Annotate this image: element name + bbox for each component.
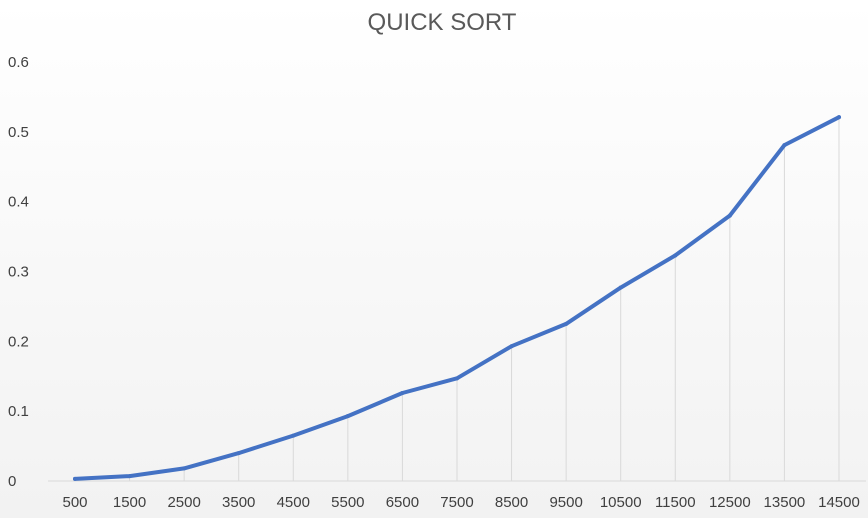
- x-tick-label: 9500: [549, 494, 582, 511]
- x-tick-label: 500: [62, 494, 87, 511]
- x-tick-label: 8500: [495, 494, 528, 511]
- y-tick-label: 0: [8, 473, 16, 490]
- x-tick-label: 4500: [277, 494, 310, 511]
- x-tick-label: 12500: [709, 494, 751, 511]
- x-tick-label: 2500: [167, 494, 200, 511]
- x-tick-label: 1500: [113, 494, 146, 511]
- y-tick-label: 0.1: [8, 403, 29, 420]
- data-point: [236, 451, 241, 456]
- x-tick-label: 10500: [600, 494, 642, 511]
- data-point: [509, 344, 514, 349]
- x-tick-label: 3500: [222, 494, 255, 511]
- data-point: [782, 143, 787, 148]
- data-point: [673, 253, 678, 258]
- data-point: [127, 474, 132, 479]
- drop-lines: [48, 117, 866, 482]
- y-axis-tick-labels: 0 0.1 0.2 0.3 0.4 0.5 0.6: [8, 54, 29, 490]
- x-tick-label: 11500: [655, 494, 696, 511]
- data-point: [291, 433, 296, 438]
- series-layer: [73, 115, 841, 481]
- y-tick-label: 0.5: [8, 124, 29, 141]
- y-tick-label: 0.6: [8, 54, 29, 71]
- chart-title: QUICK SORT: [368, 9, 517, 36]
- x-tick-label: 14500: [818, 494, 860, 511]
- y-tick-label: 0.4: [8, 194, 29, 211]
- data-point: [182, 466, 187, 471]
- y-tick-label: 0.2: [8, 333, 29, 350]
- data-point: [454, 376, 459, 381]
- x-tick-label: 5500: [331, 494, 364, 511]
- x-tick-label: 13500: [764, 494, 806, 511]
- data-point: [345, 414, 350, 419]
- y-tick-label: 0.3: [8, 264, 29, 281]
- data-point: [727, 213, 732, 218]
- data-point: [618, 285, 623, 290]
- data-point: [836, 115, 841, 120]
- data-point: [73, 476, 77, 481]
- x-axis-tick-labels: 500 1500 2500 3500 4500 5500 6500 7500 8500 9500 1…: [62, 494, 859, 511]
- x-tick-label: 7500: [440, 494, 473, 511]
- x-tick-label: 6500: [386, 494, 419, 511]
- data-point: [564, 321, 569, 326]
- data-point: [400, 391, 405, 396]
